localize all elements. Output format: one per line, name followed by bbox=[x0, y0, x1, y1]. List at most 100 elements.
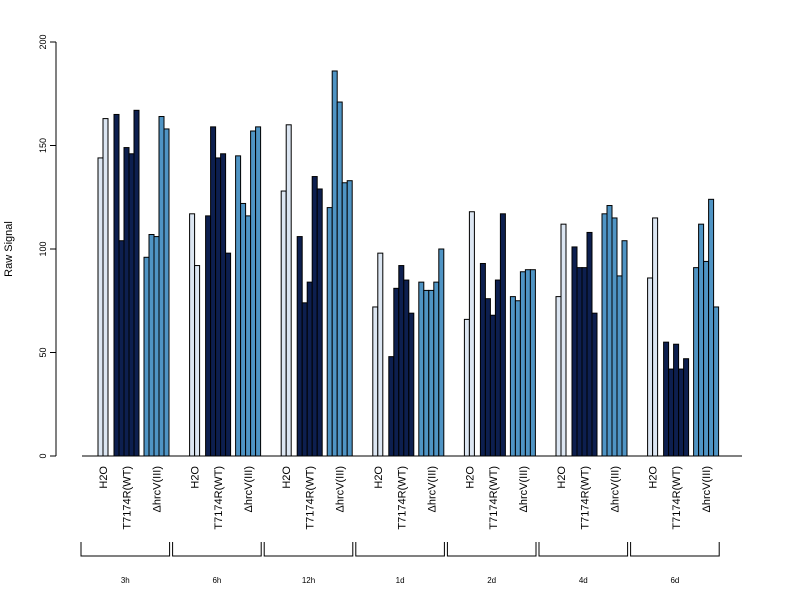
bar bbox=[693, 267, 700, 457]
bar bbox=[250, 130, 257, 457]
bar bbox=[519, 271, 526, 457]
bar bbox=[133, 109, 140, 457]
bar bbox=[393, 287, 400, 457]
bar bbox=[102, 118, 109, 457]
bar bbox=[336, 101, 343, 457]
bar bbox=[698, 223, 705, 457]
bar bbox=[163, 128, 170, 457]
treatment-tick-label: H2O bbox=[648, 466, 660, 489]
bar bbox=[463, 318, 470, 457]
bar bbox=[311, 176, 318, 457]
bar bbox=[153, 236, 160, 457]
bar bbox=[601, 213, 608, 457]
bar bbox=[158, 116, 165, 457]
treatment-tick-label: T7174R(WT) bbox=[488, 466, 500, 530]
bar bbox=[418, 281, 425, 457]
bar bbox=[245, 215, 252, 457]
group-bracket bbox=[446, 542, 537, 557]
bar bbox=[484, 298, 491, 457]
bar bbox=[285, 124, 292, 457]
bar bbox=[647, 277, 654, 457]
bar bbox=[113, 113, 120, 457]
bar bbox=[468, 211, 475, 457]
bar bbox=[210, 126, 217, 457]
bar bbox=[143, 256, 150, 457]
bar bbox=[97, 157, 104, 457]
bar bbox=[621, 240, 628, 457]
bar bbox=[372, 306, 379, 457]
bar bbox=[189, 213, 196, 457]
bar bbox=[606, 205, 613, 457]
bar bbox=[423, 289, 430, 457]
bar bbox=[581, 267, 588, 457]
bar bbox=[341, 182, 348, 457]
bar bbox=[479, 262, 486, 457]
treatment-tick-label: T7174R(WT) bbox=[580, 466, 592, 530]
treatment-tick-label: T7174R(WT) bbox=[213, 466, 225, 530]
group-label: 1d bbox=[396, 576, 405, 585]
group-label: 4d bbox=[579, 576, 588, 585]
treatment-tick-label: H2O bbox=[373, 466, 385, 489]
bar bbox=[433, 281, 440, 457]
group-bracket bbox=[538, 542, 629, 557]
bar bbox=[408, 312, 415, 457]
group-label: 6h bbox=[212, 576, 221, 585]
bar bbox=[560, 223, 567, 457]
treatment-tick-label: H2O bbox=[98, 466, 110, 489]
bar bbox=[316, 188, 323, 457]
bar bbox=[713, 306, 720, 457]
bar bbox=[306, 281, 313, 457]
bar bbox=[571, 246, 578, 457]
bar bbox=[708, 198, 715, 457]
group-bracket bbox=[80, 542, 171, 557]
treatment-tick-label: ΔhrcV(III) bbox=[426, 466, 438, 512]
bar bbox=[576, 267, 583, 457]
group-bracket bbox=[263, 542, 354, 557]
treatment-tick-label: ΔhrcV(III) bbox=[335, 466, 347, 512]
bar bbox=[123, 147, 130, 457]
bar bbox=[668, 368, 675, 457]
bar bbox=[428, 289, 435, 457]
treatment-tick-label: H2O bbox=[556, 466, 568, 489]
bar bbox=[438, 248, 445, 457]
bar bbox=[225, 252, 232, 457]
y-tick-label: 0 bbox=[38, 453, 48, 458]
treatment-tick-label: H2O bbox=[190, 466, 202, 489]
treatment-tick-label: H2O bbox=[464, 466, 476, 489]
treatment-tick-label: T7174R(WT) bbox=[305, 466, 317, 530]
bar bbox=[326, 207, 333, 457]
bar bbox=[703, 260, 710, 457]
treatment-tick-label: ΔhrcV(III) bbox=[243, 466, 255, 512]
time-group-labels: 3h 6h 12h 1d 2d 4d 6d bbox=[80, 542, 720, 585]
bar bbox=[499, 213, 506, 457]
bar bbox=[118, 240, 125, 457]
group-bracket bbox=[172, 542, 262, 557]
treatment-tick-label: ΔhrcV(III) bbox=[701, 466, 713, 512]
bar bbox=[148, 234, 155, 457]
group-label: 2d bbox=[487, 576, 496, 585]
bar bbox=[555, 296, 562, 457]
bar bbox=[296, 236, 303, 457]
bar bbox=[220, 153, 227, 457]
y-axis-ticks: 0 50 100 150 200 bbox=[38, 34, 56, 459]
bars bbox=[97, 70, 720, 457]
bar bbox=[215, 157, 222, 457]
bar bbox=[509, 296, 516, 457]
bar bbox=[240, 202, 247, 457]
bar bbox=[652, 217, 659, 457]
bar bbox=[683, 358, 690, 457]
bar bbox=[398, 265, 405, 457]
group-bracket bbox=[630, 542, 720, 557]
group-bracket bbox=[355, 542, 445, 557]
bar bbox=[529, 269, 536, 457]
bar bbox=[194, 265, 201, 457]
bar bbox=[663, 341, 670, 457]
bar bbox=[489, 314, 496, 457]
treatment-tick-label: ΔhrcV(III) bbox=[610, 466, 622, 512]
bar bbox=[388, 356, 395, 457]
bar bbox=[514, 300, 521, 457]
bar bbox=[235, 155, 242, 457]
y-tick-label: 150 bbox=[38, 138, 48, 153]
